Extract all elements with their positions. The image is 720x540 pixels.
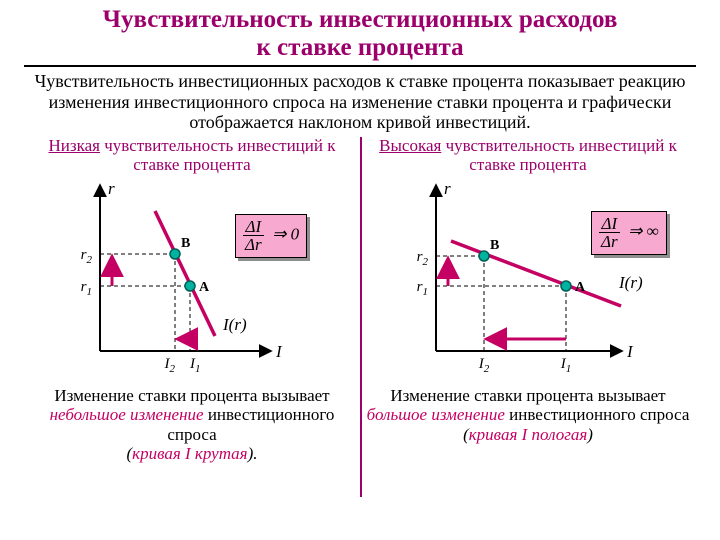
svg-text:r2: r2 — [417, 249, 429, 268]
left-caption-paren: (кривая I крутая). — [126, 444, 257, 463]
svg-text:I1: I1 — [189, 356, 201, 375]
columns: Низкая чувствительность инвестиций к ста… — [24, 137, 696, 463]
left-formula-limit: 0 — [291, 225, 300, 244]
title-line2: к ставке процента — [256, 34, 463, 61]
left-formula-box: ΔIΔr ⇒ 0 — [235, 214, 307, 258]
left-chart: r I A Br1 r2 I1 I2 I(r) ΔIΔr ⇒ 0 — [30, 176, 354, 386]
left-subhead: Низкая чувствительность инвестиций к ста… — [30, 137, 354, 174]
svg-text:I: I — [275, 342, 283, 361]
svg-text:r: r — [444, 179, 451, 198]
svg-text:r2: r2 — [81, 247, 93, 266]
right-subhead-rest: чувствительность инвестиций к ставке про… — [441, 136, 677, 174]
left-column: Низкая чувствительность инвестиций к ста… — [24, 137, 360, 463]
left-chart-svg: r I A Br1 r2 I1 I2 I(r) — [30, 176, 360, 381]
slide: Чувствительность инвестиционных расходов… — [0, 0, 720, 540]
svg-text:I2: I2 — [164, 356, 176, 375]
svg-text:r1: r1 — [417, 279, 428, 298]
svg-text:I1: I1 — [560, 356, 572, 375]
right-caption: Изменение ставки процента вызывает больш… — [366, 386, 690, 443]
svg-text:I(r): I(r) — [222, 315, 247, 334]
right-caption-paren: (кривая I пологая) — [463, 425, 593, 444]
right-caption-pre: Изменение ставки процента вызывает — [390, 386, 665, 405]
svg-text:A: A — [575, 280, 586, 295]
title-line1: Чувствительность инвестиционных расходов — [103, 6, 618, 33]
right-formula-box: ΔIΔr ⇒ ∞ — [591, 211, 667, 255]
right-caption-hl: большое изменение — [367, 405, 505, 424]
svg-text:r: r — [108, 179, 115, 198]
svg-text:I: I — [626, 342, 634, 361]
right-chart-svg: r I A Br1 r2 I1 I2 I(r) — [366, 176, 701, 381]
svg-text:B: B — [490, 238, 499, 253]
left-caption: Изменение ставки процента вызывает небол… — [30, 386, 354, 462]
right-formula-limit: ∞ — [647, 222, 659, 241]
right-caption-post: инвестиционного спроса — [505, 405, 689, 424]
title-rule — [24, 65, 696, 67]
svg-text:B: B — [181, 236, 190, 251]
left-subhead-ul: Низкая — [49, 136, 100, 155]
right-chart: r I A Br1 r2 I1 I2 I(r) ΔIΔr ⇒ ∞ — [366, 176, 690, 386]
left-subhead-rest: чувствительность инвестиций к ставке про… — [100, 136, 336, 174]
svg-text:A: A — [199, 280, 210, 295]
left-caption-pre: Изменение ставки процента вызывает — [54, 386, 329, 405]
right-subhead-ul: Высокая — [379, 136, 441, 155]
svg-text:I2: I2 — [478, 356, 490, 375]
svg-text:I(r): I(r) — [618, 273, 643, 292]
intro-text: Чувствительность инвестиционных расходов… — [24, 71, 696, 133]
right-column: Высокая чувствительность инвестиций к ст… — [360, 137, 696, 463]
column-divider — [360, 137, 362, 497]
slide-title: Чувствительность инвестиционных расходов… — [24, 6, 696, 63]
right-subhead: Высокая чувствительность инвестиций к ст… — [366, 137, 690, 174]
svg-text:r1: r1 — [81, 279, 92, 298]
left-caption-hl: небольшое изменение — [50, 405, 204, 424]
